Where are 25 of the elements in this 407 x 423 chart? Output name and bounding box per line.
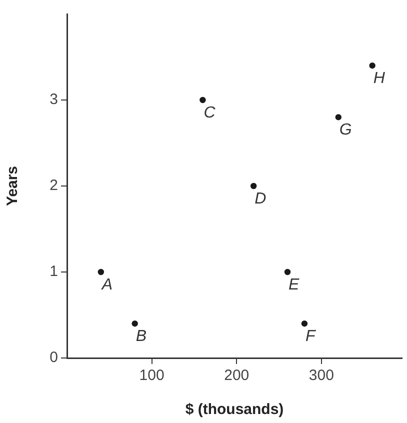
y-tick-label: 3 bbox=[50, 91, 58, 108]
y-tick-label: 0 bbox=[50, 349, 58, 366]
point bbox=[301, 320, 308, 327]
x-tick-label: 200 bbox=[224, 367, 250, 384]
annotation: C bbox=[204, 104, 216, 122]
annotation: E bbox=[288, 276, 300, 294]
annotation: B bbox=[136, 328, 147, 346]
y-tick-label: 2 bbox=[50, 177, 58, 194]
annotation: G bbox=[339, 122, 352, 139]
point bbox=[284, 268, 291, 276]
point bbox=[250, 182, 257, 190]
point bbox=[98, 268, 104, 276]
point bbox=[200, 96, 206, 104]
y-tick-label: 1 bbox=[50, 263, 58, 280]
annotation: F bbox=[305, 328, 316, 346]
point bbox=[369, 62, 376, 69]
point bbox=[335, 114, 342, 120]
y-axis-title: Years bbox=[4, 166, 22, 206]
x-axis-title: $ (thousands) bbox=[185, 401, 284, 418]
x-tick-label: 100 bbox=[139, 367, 164, 384]
x-tick-label: 300 bbox=[308, 367, 334, 384]
annotation: H bbox=[373, 70, 386, 88]
point bbox=[132, 320, 138, 327]
annotation: A bbox=[100, 276, 113, 294]
annotation: D bbox=[254, 190, 267, 208]
